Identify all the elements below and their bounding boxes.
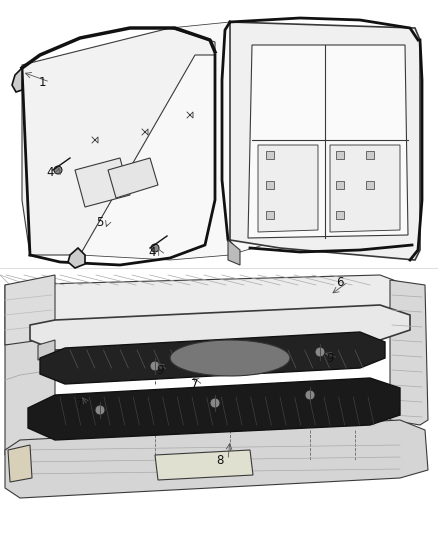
Polygon shape <box>30 305 410 350</box>
Text: 8: 8 <box>216 454 224 466</box>
Text: 5: 5 <box>96 215 104 229</box>
Bar <box>266 151 274 159</box>
Polygon shape <box>330 145 400 232</box>
Polygon shape <box>228 240 240 265</box>
Polygon shape <box>28 378 400 440</box>
Polygon shape <box>22 28 215 255</box>
Polygon shape <box>75 158 130 207</box>
Polygon shape <box>8 445 32 482</box>
Polygon shape <box>80 22 280 260</box>
Text: 7: 7 <box>76 399 84 411</box>
Polygon shape <box>68 248 85 268</box>
Circle shape <box>95 405 105 415</box>
Polygon shape <box>12 68 22 92</box>
Text: 9: 9 <box>156 364 164 376</box>
Polygon shape <box>40 332 385 384</box>
Text: 6: 6 <box>336 276 344 288</box>
Polygon shape <box>390 280 428 425</box>
Polygon shape <box>5 275 420 345</box>
Bar <box>336 151 344 159</box>
Polygon shape <box>5 420 428 498</box>
Circle shape <box>305 390 315 400</box>
Circle shape <box>151 244 159 252</box>
Text: 9: 9 <box>326 351 334 365</box>
Polygon shape <box>248 45 408 238</box>
Text: 1: 1 <box>38 76 46 88</box>
Polygon shape <box>5 275 55 345</box>
Polygon shape <box>258 145 318 232</box>
Polygon shape <box>155 450 253 480</box>
Bar <box>366 151 374 159</box>
Circle shape <box>315 347 325 357</box>
Polygon shape <box>38 340 55 360</box>
Polygon shape <box>108 158 158 198</box>
Polygon shape <box>230 22 420 260</box>
Bar <box>366 181 374 189</box>
Bar <box>266 181 274 189</box>
Bar <box>336 211 344 219</box>
Polygon shape <box>170 340 290 376</box>
Text: 7: 7 <box>191 378 199 392</box>
Text: 4: 4 <box>148 246 156 259</box>
Polygon shape <box>5 338 55 455</box>
Circle shape <box>150 361 160 371</box>
Text: 4: 4 <box>46 166 54 179</box>
Bar <box>336 181 344 189</box>
Circle shape <box>54 166 62 174</box>
Bar <box>266 211 274 219</box>
Circle shape <box>210 398 220 408</box>
